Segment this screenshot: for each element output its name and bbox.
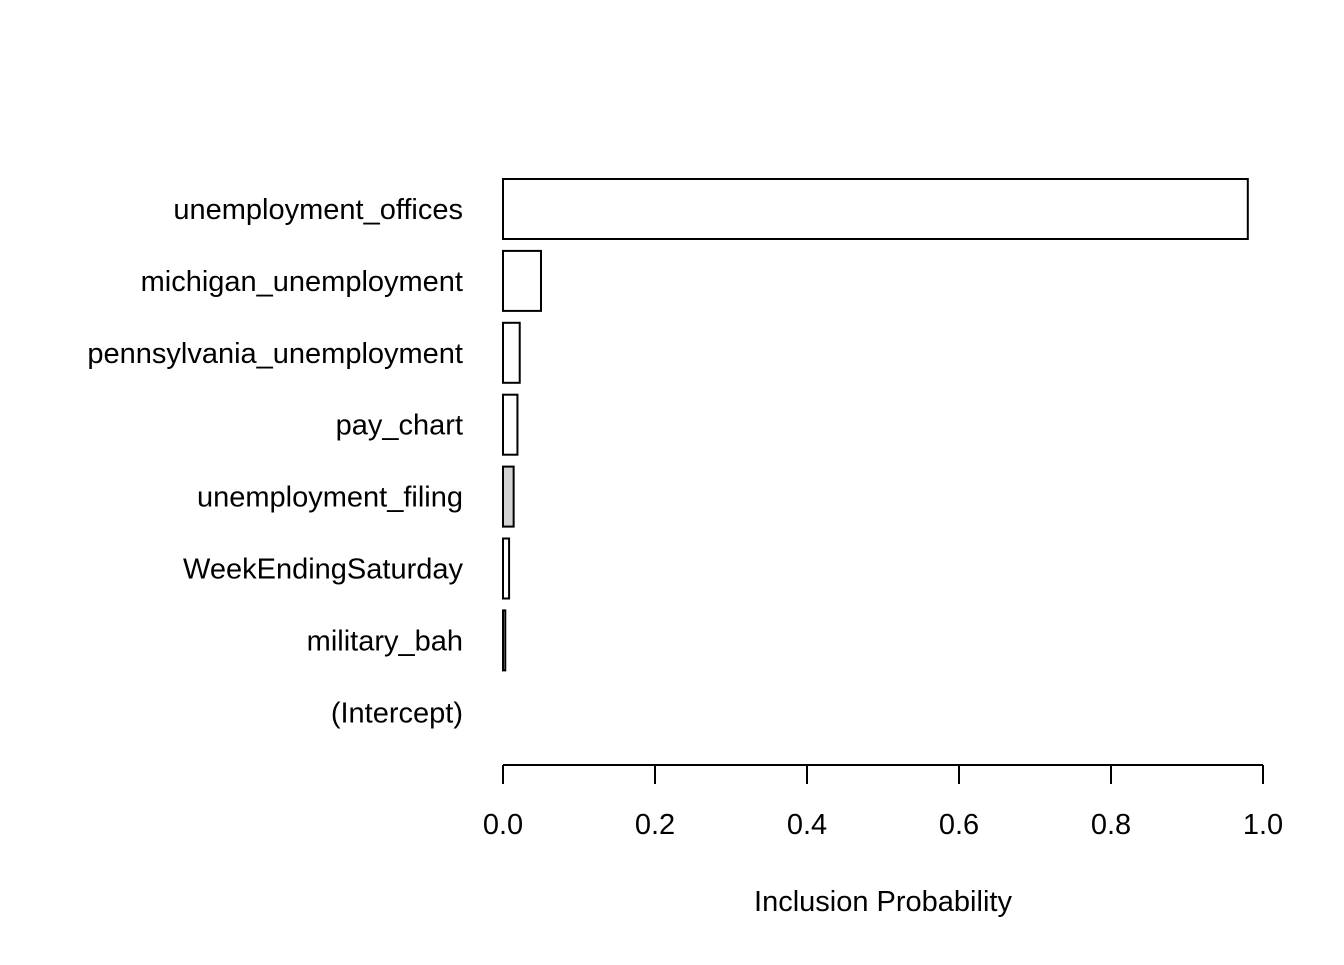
category-label-weekendingsaturday: WeekEndingSaturday xyxy=(183,554,463,586)
bar-unemployment-offices xyxy=(502,178,1249,240)
category-label-military-bah: military_bah xyxy=(307,625,463,657)
bar-pay-chart xyxy=(502,393,519,456)
x-tick-label-4: 0.8 xyxy=(1091,809,1131,841)
x-tick-label-5: 1.0 xyxy=(1243,809,1283,841)
bars-layer xyxy=(502,178,1249,672)
x-tick-label-1: 0.2 xyxy=(635,809,675,841)
category-label-michigan-unemployment: michigan_unemployment xyxy=(141,266,463,298)
x-tick-label-2: 0.4 xyxy=(787,809,827,841)
category-label-pay-chart: pay_chart xyxy=(336,410,463,442)
category-labels: unemployment_offices michigan_unemploymen… xyxy=(87,194,463,729)
category-label-unemployment-offices: unemployment_offices xyxy=(173,194,463,226)
bar-military-bah xyxy=(502,609,507,672)
x-axis: 0.0 0.2 0.4 0.6 0.8 1.0 xyxy=(483,764,1283,841)
category-label-unemployment-filing: unemployment_filing xyxy=(197,482,463,514)
bar-pennsylvania-unemployment xyxy=(502,321,521,384)
x-axis-title: Inclusion Probability xyxy=(754,886,1012,918)
x-tick-label-3: 0.6 xyxy=(939,809,979,841)
category-label-pennsylvania-unemployment: pennsylvania_unemployment xyxy=(87,338,463,370)
x-tick-label-0: 0.0 xyxy=(483,809,523,841)
category-label-intercept: (Intercept) xyxy=(331,697,463,729)
bar-unemployment-filing xyxy=(502,465,515,528)
bar-michigan-unemployment xyxy=(502,249,542,312)
bar-weekendingsaturday xyxy=(502,537,511,600)
